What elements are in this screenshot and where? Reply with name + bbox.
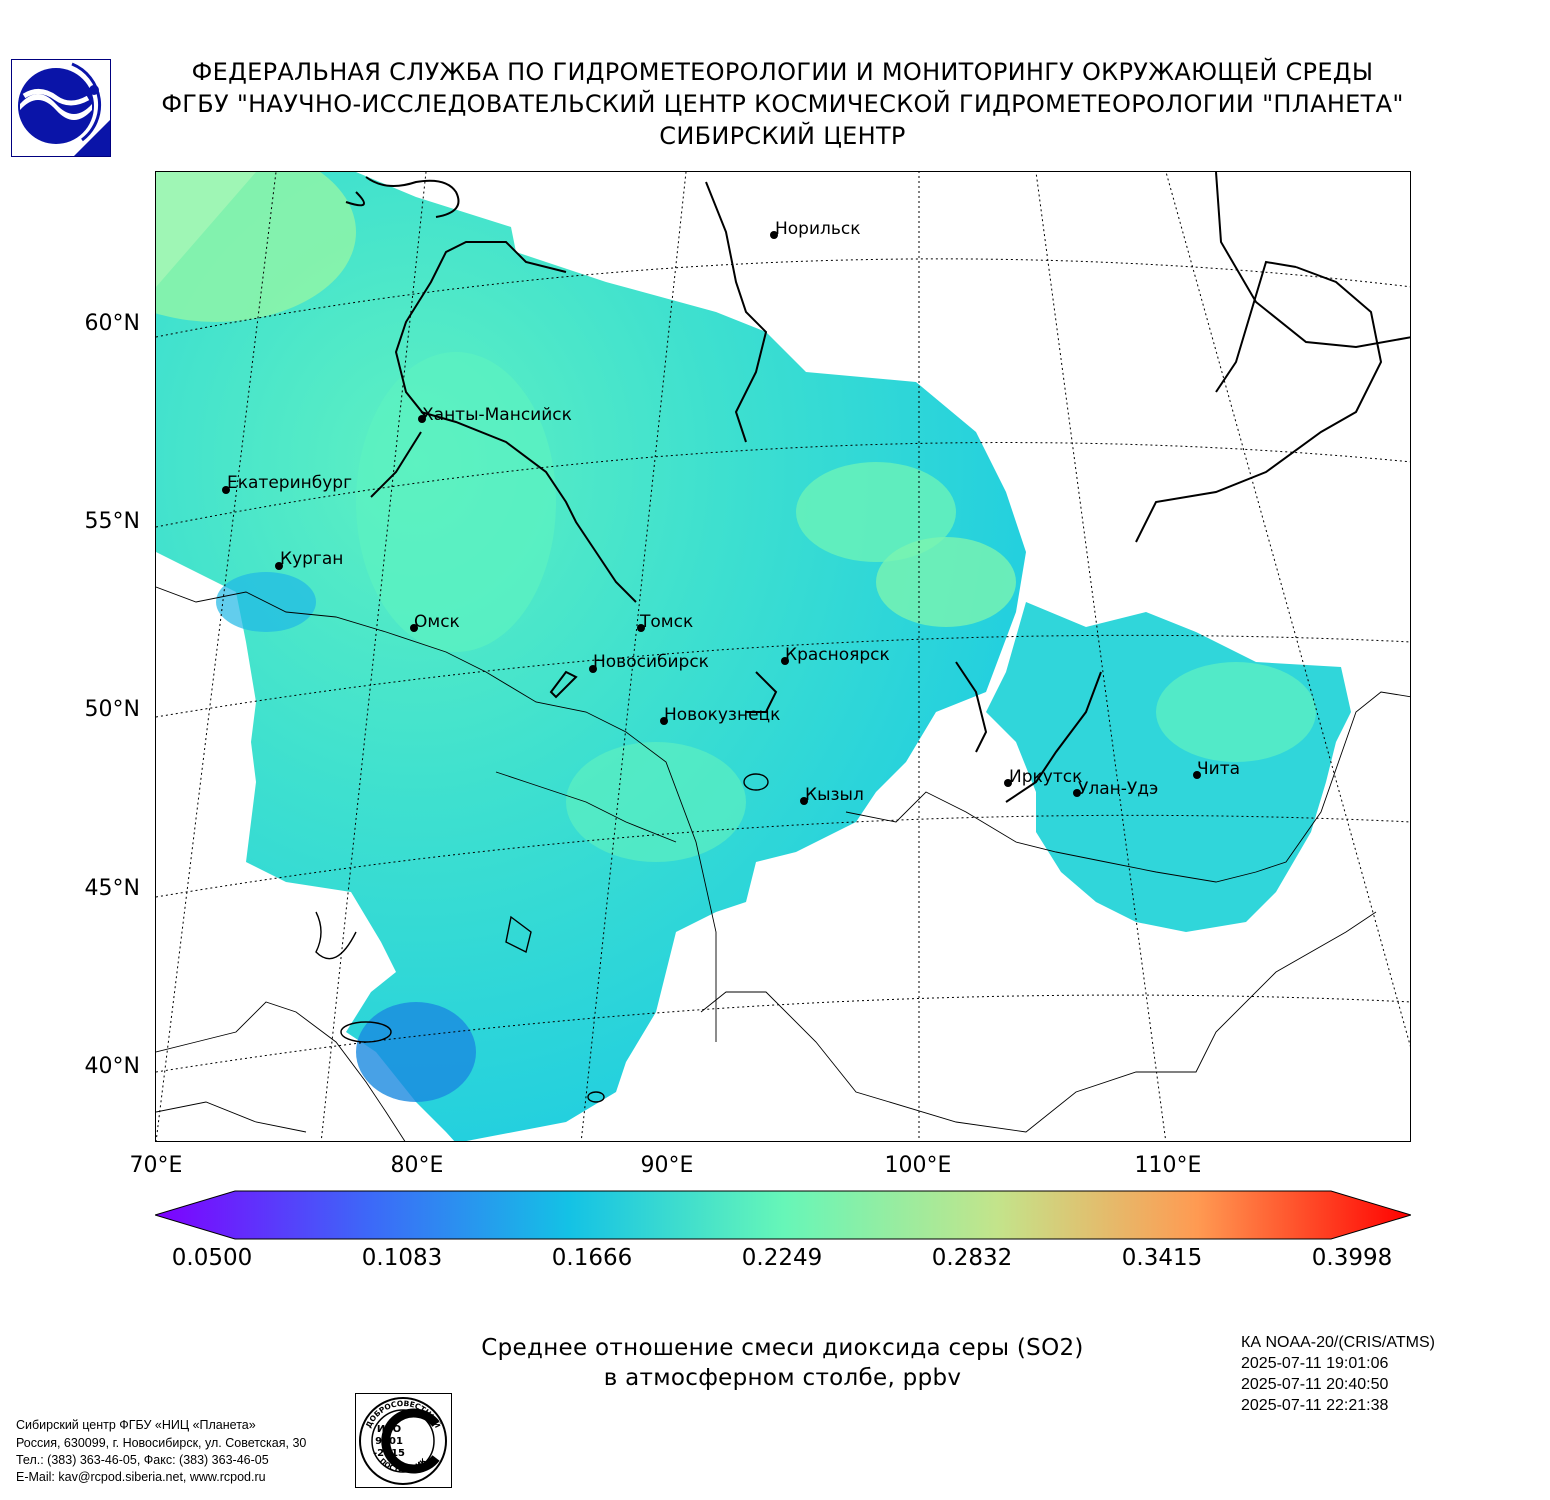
colorbar (153, 1190, 1413, 1244)
satellite-name: КА NOAA-20/(CRIS/ATMS) (1241, 1334, 1435, 1351)
city-marker (1073, 789, 1081, 797)
caption-line-2: в атмосферном столбе, ppbv (603, 1365, 962, 1391)
city-label-kurgan: Курган (280, 549, 344, 569)
city-marker (660, 717, 668, 725)
lon-label-70: 70°E (129, 1153, 183, 1178)
city-label-novokuznetsk: Новокузнецк (664, 705, 781, 725)
city-marker (589, 665, 597, 673)
satellite-time-3: 2025-07-11 22:21:38 (1241, 1397, 1389, 1414)
city-marker (418, 415, 426, 423)
city-label-ulan-ude: Улан-Удэ (1078, 779, 1159, 799)
colorbar-tick-2: 0.1666 (551, 1245, 633, 1271)
city-label-yekaterinburg: Екатеринбург (227, 473, 353, 493)
colorbar-tick-4: 0.2832 (931, 1245, 1013, 1271)
address-line-3: Тел.: (383) 363-46-05, Факс: (383) 363-4… (16, 1453, 269, 1467)
city-label-krasnoyarsk: Красноярск (785, 645, 890, 665)
colorbar-tick-3: 0.2249 (741, 1245, 823, 1271)
city-label-khanty-mansiysk: Ханты-Мансийск (422, 405, 572, 425)
state-borders (156, 586, 1410, 1141)
satellite-time-2: 2025-07-11 20:40:50 (1241, 1376, 1389, 1393)
roshydromet-logo (11, 59, 111, 157)
city-marker (637, 624, 645, 632)
city-label-norilsk: Норильск (775, 219, 861, 239)
city-marker (1004, 779, 1012, 787)
field-hotspot-center (796, 462, 956, 562)
iso-badge-svg: ДОБРОСОВЕСТНЫЙ ИСО 9001 -2015 ПОСТАВЩИК (359, 1397, 447, 1485)
city-marker (781, 657, 789, 665)
city-label-tomsk: Томск (640, 612, 694, 632)
caption-line-1: Среднее отношение смеси диоксида серы (S… (481, 1335, 1084, 1361)
rivers-and-coast (345, 172, 1410, 803)
colorbar-tick-6: 0.3998 (1311, 1245, 1393, 1271)
graticule (156, 172, 1410, 1141)
lat-label-45: 45°N (84, 876, 140, 901)
address-line-2: Россия, 630099, г. Новосибирск, ул. Сове… (16, 1436, 307, 1450)
lon-label-90: 90°E (640, 1153, 694, 1178)
city-marker (800, 797, 808, 805)
lon-label-100: 100°E (884, 1153, 952, 1178)
address-line-4: E-Mail: kav@rcpod.siberia.net, www.rcpod… (16, 1470, 266, 1484)
lat-label-60: 60°N (84, 311, 140, 336)
city-marker (222, 486, 230, 494)
city-marker (770, 231, 778, 239)
address-line-1: Сибирский центр ФГБУ «НИЦ «Планета» (16, 1418, 256, 1432)
colorbar-svg (153, 1190, 1413, 1240)
so2-map-svg (156, 172, 1410, 1141)
city-label-chita: Чита (1197, 759, 1241, 779)
field-hotspot-nw (156, 172, 356, 322)
iso-year: -2015 (373, 1448, 405, 1459)
field-hotspot-east (1156, 662, 1316, 762)
city-marker (275, 562, 283, 570)
city-label-novosibirsk: Новосибирск (593, 652, 709, 672)
so2-field-west (156, 172, 1026, 1141)
iso-9001-badge: ДОБРОСОВЕСТНЫЙ ИСО 9001 -2015 ПОСТАВЩИК (355, 1393, 452, 1488)
city-marker (410, 624, 418, 632)
field-hotspot-south (566, 742, 746, 862)
field-hotspot-west (356, 352, 556, 652)
lon-label-110: 110°E (1134, 1153, 1202, 1178)
lat-label-50: 50°N (84, 697, 140, 722)
city-label-omsk: Омск (414, 612, 460, 632)
city-label-irkutsk: Иркутск (1009, 767, 1083, 787)
city-marker (1193, 771, 1201, 779)
iso-number: 9001 (375, 1436, 403, 1447)
city-markers (222, 231, 1201, 805)
lat-label-40: 40°N (84, 1054, 140, 1079)
lakes (315, 773, 769, 1103)
colorbar-tick-0: 0.0500 (171, 1245, 253, 1271)
header-line-2: ФГБУ "НАУЧНО-ИССЛЕДОВАТЕЛЬСКИЙ ЦЕНТР КОС… (161, 90, 1404, 118)
colorbar-tick-5: 0.3415 (1121, 1245, 1203, 1271)
field-lowspot-sw (356, 1002, 476, 1102)
header-line-1: ФЕДЕРАЛЬНАЯ СЛУЖБА ПО ГИДРОМЕТЕОРОЛОГИИ … (191, 58, 1374, 86)
colorbar-tick-1: 0.1083 (361, 1245, 443, 1271)
header-line-3: СИБИРСКИЙ ЦЕНТР (659, 122, 906, 150)
map-panel (155, 171, 1411, 1142)
lon-label-80: 80°E (390, 1153, 444, 1178)
city-label-kyzyl: Кызыл (805, 785, 864, 805)
field-hotspot-sayan (876, 537, 1016, 627)
satellite-time-1: 2025-07-11 19:01:06 (1241, 1355, 1389, 1372)
lat-label-55: 55°N (84, 509, 140, 534)
iso-label: ИСО (377, 1424, 401, 1435)
